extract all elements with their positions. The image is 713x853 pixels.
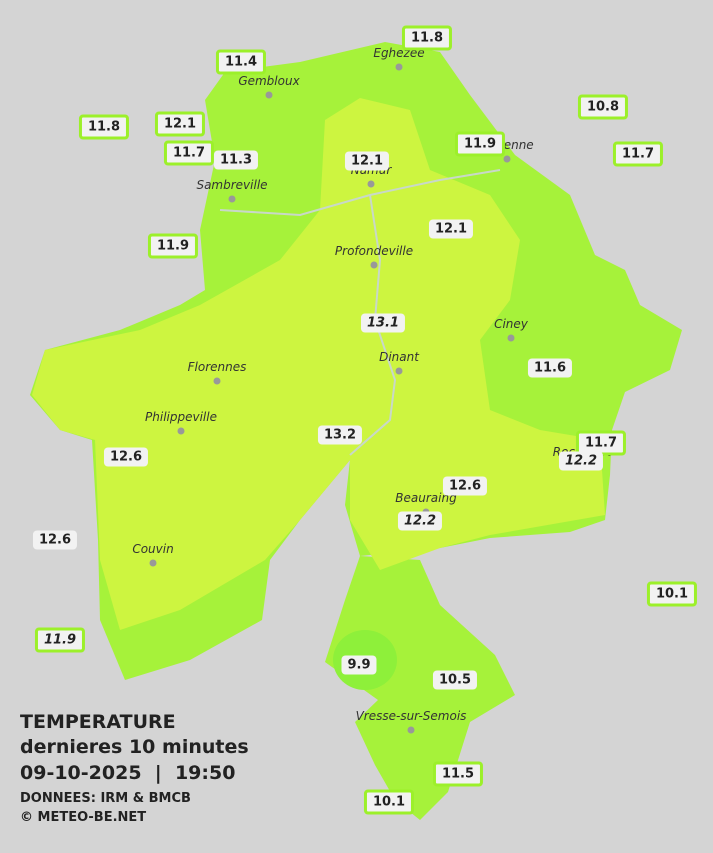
title-line: TEMPERATURE <box>20 711 176 733</box>
station-value: 12.6 <box>32 530 78 550</box>
station-value: 11.7 <box>612 141 664 167</box>
station-value: 11.9 <box>147 233 199 259</box>
station-value: 10.5 <box>432 670 478 690</box>
title-text: DONNEES: IRM & BMCB <box>20 791 191 806</box>
station-value: 9.9 <box>341 655 377 675</box>
station-value: 11.8 <box>401 25 453 51</box>
station-value: 12.6 <box>103 447 149 467</box>
station-value: 11.7 <box>163 140 215 166</box>
city-dot <box>265 91 273 99</box>
station-value: 10.8 <box>577 94 629 120</box>
station-value: 11.5 <box>432 761 484 787</box>
station-value: 12.2 <box>397 511 443 531</box>
station-value: 11.3 <box>213 150 259 170</box>
river <box>219 169 501 456</box>
station-value: 11.8 <box>78 114 130 140</box>
title-text: © METEO-BE.NET <box>20 810 147 825</box>
city-label: Beauraing <box>395 491 457 505</box>
title-text: dernieres 10 minutes <box>20 736 249 758</box>
city-label: Couvin <box>132 542 173 556</box>
city-dot <box>395 63 403 71</box>
station-value: 12.1 <box>428 219 474 239</box>
station-value: 12.1 <box>344 151 390 171</box>
station-value: 11.9 <box>454 131 506 157</box>
city-dot <box>507 334 515 342</box>
station-value: 10.1 <box>646 581 698 607</box>
title-text: 19:50 <box>174 762 236 784</box>
station-value: 10.1 <box>363 789 415 815</box>
station-value: 11.4 <box>215 49 267 75</box>
city-label: Profondeville <box>335 244 413 258</box>
station-value: 11.9 <box>34 627 86 653</box>
station-value: 12.6 <box>442 476 488 496</box>
city-dot <box>177 427 185 435</box>
title-line: dernieres 10 minutes <box>20 736 249 758</box>
city-label: Vresse-sur-Semois <box>356 709 467 723</box>
title-line: DONNEES: IRM & BMCB <box>20 791 191 806</box>
station-value: 11.6 <box>527 358 573 378</box>
city-label: Philippeville <box>145 410 217 424</box>
city-dot <box>503 155 511 163</box>
title-text: TEMPERATURE <box>20 711 176 733</box>
title-line: 09-10-2025 | 19:50 <box>20 762 236 784</box>
station-value: 13.1 <box>360 313 406 333</box>
title-line: © METEO-BE.NET <box>20 810 146 825</box>
city-dot <box>407 726 415 734</box>
city-label: Dinant <box>379 350 420 364</box>
city-dot <box>228 195 236 203</box>
city-dot <box>395 367 403 375</box>
city-dot <box>213 377 221 385</box>
city-label: Gembloux <box>238 74 300 88</box>
city-label: Sambreville <box>196 178 267 192</box>
city-label: Florennes <box>188 360 247 374</box>
city-dot <box>149 559 157 567</box>
city-dot <box>370 261 378 269</box>
station-value: 13.2 <box>317 425 363 445</box>
title-text: 09-10-2025 <box>20 762 142 784</box>
city-dot <box>367 180 375 188</box>
station-value: 12.2 <box>558 451 604 471</box>
station-value: 12.1 <box>154 111 206 137</box>
city-label: Ciney <box>494 317 529 331</box>
